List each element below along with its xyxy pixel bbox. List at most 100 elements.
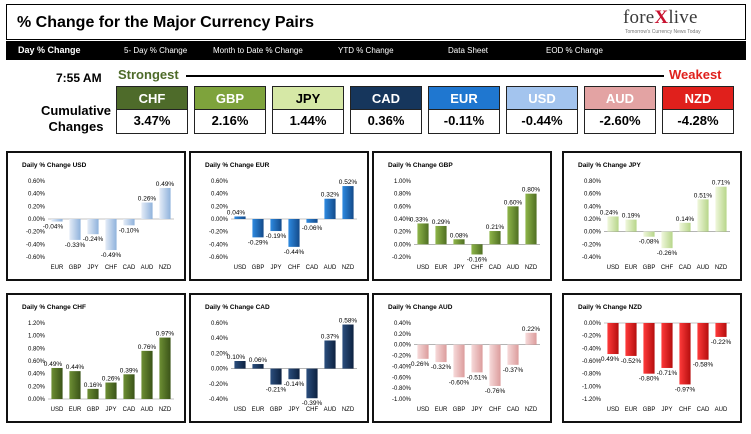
x-tick-label: JPY — [288, 407, 299, 413]
currency-card: NZD -4.28% — [662, 86, 734, 134]
data-label: 0.49% — [156, 181, 175, 188]
currency-name: GBP — [194, 86, 266, 110]
tab-month-to-date-change[interactable]: Month to Date % Change — [213, 46, 303, 55]
bar — [435, 225, 447, 245]
bar — [123, 219, 135, 226]
bar — [234, 216, 246, 219]
data-label: -0.52% — [621, 358, 642, 365]
x-tick-label: GBP — [252, 265, 265, 271]
currency-value: 1.44% — [272, 110, 344, 134]
data-label: -0.26% — [657, 250, 678, 257]
data-label: 0.58% — [339, 318, 358, 325]
x-tick-label: CHF — [679, 407, 692, 413]
x-tick-label: USD — [607, 407, 620, 413]
x-tick-label: GBP — [87, 407, 100, 413]
x-tick-label: AUD — [324, 407, 337, 413]
nav-bar: Day % Change 5- Day % Change Month to Da… — [6, 41, 746, 60]
tab-data-sheet[interactable]: Data Sheet — [448, 46, 489, 55]
y-tick-label: 0.60% — [394, 204, 412, 210]
y-tick-label: -0.40% — [582, 346, 602, 352]
data-label: 0.10% — [227, 354, 246, 361]
bar — [471, 244, 483, 255]
y-tick-label: 0.40% — [28, 372, 46, 378]
data-label: 0.24% — [600, 209, 619, 216]
x-tick-label: EUR — [625, 407, 638, 413]
y-tick-label: -1.00% — [582, 384, 602, 390]
currency-value: -4.28% — [662, 110, 734, 134]
y-tick-label: -0.20% — [582, 334, 602, 340]
chart-daily-change-gbp: Daily % Change GBP 1.00% 0.80% 0.60% 0.40% 0.… — [372, 151, 552, 281]
x-tick-label: JPY — [471, 407, 482, 413]
y-tick-label: 0.00% — [28, 217, 46, 223]
header-bar: % Change for the Major Currency Pairs fo… — [6, 4, 746, 40]
y-tick-label: 0.40% — [211, 192, 229, 198]
bar — [507, 206, 519, 245]
tab-day-change[interactable]: Day % Change — [18, 45, 81, 55]
x-tick-label: JPY — [661, 407, 672, 413]
x-tick-label: NZD — [159, 407, 172, 413]
chart-title: Daily % Change GBP — [388, 162, 453, 169]
bar — [270, 368, 282, 385]
y-tick-label: -0.20% — [582, 242, 602, 248]
y-tick-label: 0.20% — [211, 204, 229, 210]
ranking-divider — [186, 75, 664, 77]
data-label: 0.60% — [504, 199, 523, 206]
currency-name: EUR — [428, 86, 500, 110]
x-tick-label: AUD — [507, 265, 520, 271]
y-tick-label: 0.20% — [394, 332, 412, 338]
chart-svg: Daily % Change GBP1.00%0.80%0.60%0.40%0.… — [388, 162, 540, 271]
data-label: 0.14% — [676, 216, 695, 223]
bar — [306, 368, 318, 399]
chart-svg: Daily % Change CAD 0.60% 0.40% 0.20% 0.00% -0… — [205, 304, 358, 413]
bar — [607, 216, 619, 232]
data-label: -0.60% — [449, 379, 470, 386]
currency-card: GBP 2.16% — [194, 86, 266, 134]
x-tick-label: CHF — [471, 265, 484, 271]
tab-5-day-change[interactable]: 5- Day % Change — [124, 46, 188, 55]
bar — [607, 323, 619, 355]
data-label: 0.76% — [138, 344, 157, 351]
bar — [123, 374, 135, 399]
x-tick-label: USD — [234, 265, 247, 271]
x-tick-label: JPY — [270, 265, 281, 271]
data-label: 0.29% — [432, 219, 451, 226]
x-tick-label: JPY — [453, 265, 464, 271]
data-label: 0.16% — [84, 382, 103, 389]
x-tick-label: AUD — [141, 407, 154, 413]
data-label: -0.44% — [284, 249, 305, 256]
chart-title: Daily % Change JPY — [578, 162, 642, 169]
data-label: -0.14% — [284, 381, 305, 388]
forexlive-logo[interactable]: foreXlive Tomorrow's Currency News Today — [623, 7, 733, 37]
x-tick-label: CAD — [679, 265, 692, 271]
y-tick-label: 0.80% — [394, 192, 412, 198]
bar — [306, 219, 318, 223]
y-tick-label: -0.40% — [392, 364, 412, 370]
y-tick-label: -1.20% — [582, 397, 602, 403]
x-tick-label: EUR — [435, 265, 448, 271]
data-label: 0.22% — [522, 326, 541, 333]
x-tick-label: AUD — [715, 407, 728, 413]
data-label: -0.22% — [711, 339, 732, 346]
data-label: 0.06% — [249, 357, 268, 364]
y-tick-label: -0.60% — [582, 359, 602, 365]
y-tick-label: 0.20% — [28, 384, 46, 390]
chart-daily-change-usd: Daily % Change USD 0.60% 0.40% 0.20% 0.00% -0… — [6, 151, 186, 281]
data-label: -0.49% — [599, 356, 620, 363]
bar — [252, 219, 264, 238]
data-label: -0.39% — [302, 400, 323, 407]
data-label: -0.37% — [503, 367, 524, 374]
data-label: 0.26% — [138, 196, 157, 203]
data-label: -0.21% — [266, 387, 287, 394]
y-tick-label: 0.00% — [211, 367, 229, 373]
currency-value: 3.47% — [116, 110, 188, 134]
data-label: 0.04% — [227, 209, 246, 216]
bar — [489, 231, 501, 245]
tab-ytd-change[interactable]: YTD % Change — [338, 46, 394, 55]
chart-daily-change-aud: Daily % Change AUD 0.40% 0.20% 0.00% -0.20% -… — [372, 293, 552, 423]
chart-daily-change-chf: Daily % Change CHF 1.20% 1.00% 0.80% 0.60% 0.… — [6, 293, 186, 423]
y-tick-label: 0.40% — [28, 192, 46, 198]
data-label: -0.76% — [485, 388, 506, 395]
currency-card: AUD -2.60% — [584, 86, 656, 134]
tab-eod-change[interactable]: EOD % Change — [546, 46, 603, 55]
y-tick-label: 0.80% — [28, 346, 46, 352]
